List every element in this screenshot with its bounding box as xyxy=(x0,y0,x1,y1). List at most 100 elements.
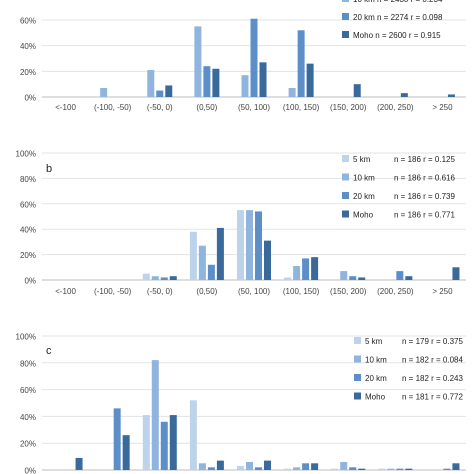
bar xyxy=(293,266,301,280)
legend-swatch xyxy=(342,155,349,162)
bar xyxy=(241,75,249,97)
legend-swatch xyxy=(354,374,361,381)
legend: 10 km n = 2430 r = 0.234 20 km n = 2274 r… xyxy=(342,0,443,40)
y-tick-label: 60% xyxy=(20,386,36,395)
x-tick-label: (200, 250) xyxy=(377,103,414,112)
y-tick-label: 100% xyxy=(16,150,36,159)
bar xyxy=(405,276,413,280)
y-tick-label: 60% xyxy=(20,17,36,26)
x-tick-label: <-100 xyxy=(55,103,76,112)
bar xyxy=(288,88,296,97)
x-tick-label: (100, 150) xyxy=(283,103,320,112)
bar xyxy=(151,360,159,470)
legend-swatch xyxy=(342,31,349,38)
bar xyxy=(216,460,224,470)
bar xyxy=(306,63,314,97)
bar xyxy=(396,468,404,470)
bar xyxy=(259,62,267,97)
bar xyxy=(405,468,413,470)
legend-stats: n = 186 r = 0.739 xyxy=(394,192,455,201)
legend: 5 km n = 186 r = 0.125 10 km n = 186 r = 0.… xyxy=(342,155,455,220)
bar xyxy=(156,90,164,97)
legend-label: 10 km n = 2430 r = 0.234 xyxy=(353,0,443,4)
bar xyxy=(264,240,271,280)
bar xyxy=(198,463,206,470)
legend-swatch xyxy=(354,355,361,363)
bar xyxy=(452,267,460,280)
bar xyxy=(340,271,348,280)
legend-stats: n = 182 r = 0.084 xyxy=(402,356,463,365)
legend-label: 10 km xyxy=(365,356,387,365)
chart-panel-2: 0% 20% 40% 60% 80% 100% <-100 (-100, -50) (-50, … xyxy=(16,150,466,296)
y-tick-label: 0% xyxy=(24,467,36,474)
legend-stats: n = 182 r = 0.243 xyxy=(402,374,463,383)
legend-stats: n = 186 r = 0.125 xyxy=(394,155,455,164)
x-tick-label: (-50, 0) xyxy=(147,103,173,112)
legend-label: Moho xyxy=(365,393,386,402)
bar xyxy=(189,400,197,470)
legend-stats: n = 181 r = 0.772 xyxy=(402,393,463,402)
bar xyxy=(452,463,460,470)
y-tick-label: 80% xyxy=(20,175,36,184)
bar xyxy=(113,408,121,470)
bar xyxy=(284,468,292,470)
x-tick-label: (-100, -50) xyxy=(94,103,132,112)
bar xyxy=(358,277,366,280)
bar xyxy=(396,271,404,280)
bar xyxy=(142,273,150,280)
bar xyxy=(293,467,301,470)
y-tick-label: 40% xyxy=(20,413,36,422)
legend-stats: n = 186 r = 0.616 xyxy=(394,174,455,183)
bar xyxy=(387,468,395,470)
bar xyxy=(142,415,150,470)
legend-swatch xyxy=(342,192,349,199)
bar xyxy=(237,465,244,470)
bar xyxy=(284,277,292,280)
bar xyxy=(147,70,155,97)
bar xyxy=(353,84,361,97)
x-tick-label: (50, 100) xyxy=(238,287,270,296)
x-tick-label: (100, 150) xyxy=(283,287,320,296)
bar xyxy=(169,415,177,470)
x-tick-label: (-50, 0) xyxy=(147,287,173,296)
bar xyxy=(75,457,83,470)
y-tick-label: 100% xyxy=(16,333,36,342)
y-tick-label: 20% xyxy=(20,251,36,260)
bar xyxy=(250,18,258,97)
bar xyxy=(160,421,168,470)
bar xyxy=(400,93,408,97)
bar xyxy=(207,264,215,280)
bar xyxy=(302,258,310,280)
bar xyxy=(246,461,253,470)
bar xyxy=(198,245,206,280)
legend-label: 10 km xyxy=(353,174,375,183)
y-tick-label: 60% xyxy=(20,200,36,209)
bar xyxy=(349,467,357,470)
bar xyxy=(349,276,357,280)
legend-label: 5 km xyxy=(353,155,371,164)
bar xyxy=(216,227,224,280)
bar xyxy=(264,460,271,470)
legend-label: 20 km n = 2274 r = 0.098 xyxy=(353,13,443,22)
bar xyxy=(255,211,262,280)
bar xyxy=(443,468,451,470)
bar xyxy=(212,68,220,97)
bar xyxy=(207,467,215,470)
bar xyxy=(203,66,211,97)
x-tick-label: > 250 xyxy=(432,287,453,296)
legend-label: Moho xyxy=(353,211,374,220)
bar xyxy=(237,210,244,280)
chart-panel-1: 0% 20% 40% 60% <-100 (-100, -50) (-50, 0) (0,50… xyxy=(20,0,466,112)
x-tick-label: > 250 xyxy=(432,103,453,112)
x-tick-label: (200, 250) xyxy=(377,287,414,296)
legend-swatch xyxy=(354,392,361,400)
bar xyxy=(194,26,202,98)
bar xyxy=(311,257,319,280)
legend-label: Moho n = 2600 r = 0.915 xyxy=(353,31,441,40)
bar xyxy=(122,435,130,470)
y-tick-label: 0% xyxy=(24,277,36,286)
bar xyxy=(151,276,159,280)
y-tick-label: 40% xyxy=(20,42,36,51)
y-tick-label: 80% xyxy=(20,359,36,368)
bar xyxy=(169,276,177,280)
